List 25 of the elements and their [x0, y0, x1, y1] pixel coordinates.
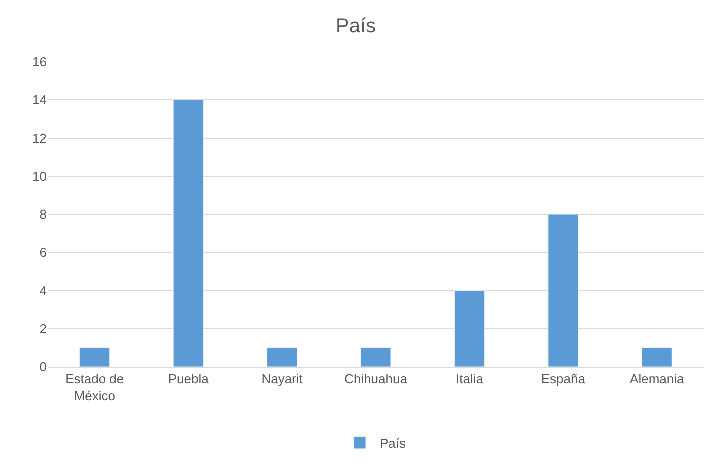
x-tick-label: Estado de México [66, 372, 124, 404]
x-tick-label: Chihuahua [344, 372, 408, 387]
y-tick-label: 6 [40, 245, 47, 260]
x-tick-label: Puebla [168, 372, 210, 387]
y-tick-label: 10 [32, 168, 47, 184]
y-tick-label: 0 [40, 360, 47, 375]
y-tick-label: 2 [40, 321, 47, 336]
bar [173, 100, 204, 367]
bar [642, 348, 672, 367]
x-tick-label: España [541, 372, 586, 387]
y-tick-label: 4 [40, 283, 47, 298]
y-tick-label: 14 [32, 92, 47, 108]
bar [360, 348, 392, 367]
y-tick-label: 8 [40, 207, 47, 222]
bar [80, 348, 110, 367]
y-tick-label: 16 [32, 54, 47, 70]
bar [548, 214, 579, 367]
x-tick-label: Alemania [630, 372, 686, 387]
bar [267, 348, 298, 367]
chart-title: País [336, 16, 376, 38]
y-tick-label: 12 [32, 130, 47, 146]
bar [454, 290, 485, 367]
legend-label: País [380, 436, 407, 452]
x-tick-label: Italia [456, 372, 484, 387]
x-tick-label: Nayarit [262, 372, 304, 387]
